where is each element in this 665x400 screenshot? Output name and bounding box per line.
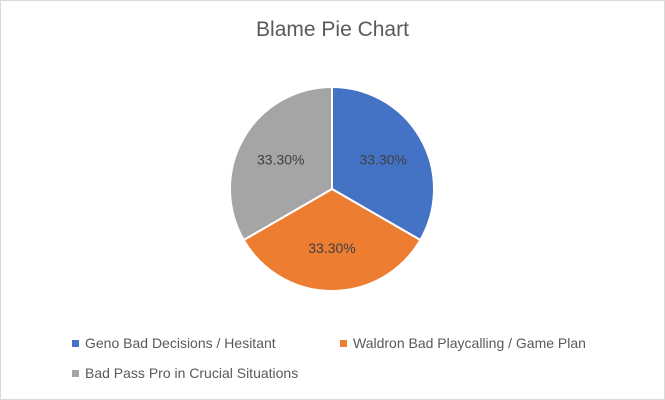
pie-slice-pass-pro	[229, 85, 333, 242]
legend-item-waldron: Waldron Bad Playcalling / Game Plan	[340, 335, 586, 351]
legend-label: Bad Pass Pro in Crucial Situations	[85, 365, 299, 381]
legend-swatch	[340, 339, 347, 347]
pie-data-label: 33.30%	[257, 151, 304, 167]
pie-slice-geno	[331, 85, 435, 242]
pie-data-label: 33.30%	[308, 240, 355, 256]
pie-slices	[229, 85, 435, 292]
legend-item-geno: Geno Bad Decisions / Hesitant	[72, 335, 276, 351]
legend-swatch	[72, 369, 79, 377]
legend-label: Geno Bad Decisions / Hesitant	[85, 335, 276, 351]
legend-swatch	[72, 339, 79, 347]
pie-data-labels: 33.30% 33.30% 33.30%	[257, 151, 407, 256]
legend-item-pass-pro: Bad Pass Pro in Crucial Situations	[72, 365, 298, 381]
chart-title: Blame Pie Chart	[256, 18, 409, 41]
pie-data-label: 33.30%	[359, 151, 406, 167]
legend-label: Waldron Bad Playcalling / Game Plan	[353, 335, 586, 351]
